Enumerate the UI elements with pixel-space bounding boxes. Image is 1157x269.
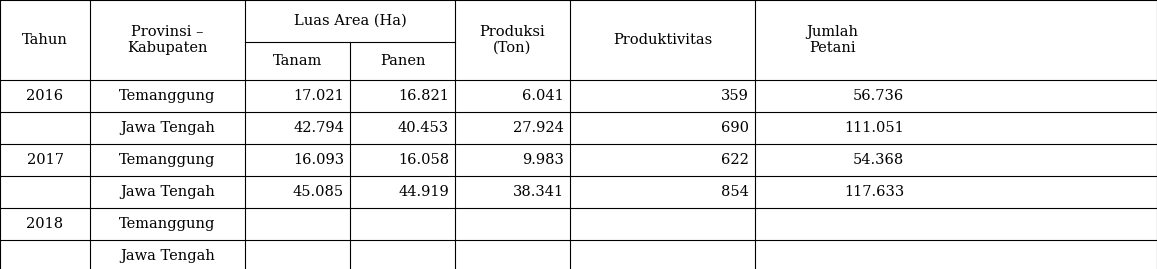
Text: Temanggung: Temanggung (119, 89, 215, 103)
Text: 9.983: 9.983 (522, 153, 563, 167)
Text: 6.041: 6.041 (522, 89, 563, 103)
Text: Jumlah
Petani: Jumlah Petani (806, 25, 858, 55)
Text: Temanggung: Temanggung (119, 153, 215, 167)
Text: 17.021: 17.021 (293, 89, 344, 103)
Text: 45.085: 45.085 (293, 185, 344, 199)
Text: 16.093: 16.093 (293, 153, 344, 167)
Text: Luas Area (Ha): Luas Area (Ha) (294, 14, 406, 28)
Text: Produktivitas: Produktivitas (613, 33, 712, 47)
Text: 854: 854 (721, 185, 749, 199)
Text: 54.368: 54.368 (853, 153, 904, 167)
Text: Jawa Tengah: Jawa Tengah (120, 121, 215, 135)
Text: Panen: Panen (379, 54, 426, 68)
Text: 2016: 2016 (27, 89, 64, 103)
Text: 27.924: 27.924 (513, 121, 563, 135)
Text: 111.051: 111.051 (845, 121, 904, 135)
Text: 44.919: 44.919 (398, 185, 449, 199)
Text: 2018: 2018 (27, 217, 64, 231)
Text: Provinsi –
Kabupaten: Provinsi – Kabupaten (127, 25, 208, 55)
Text: Tanam: Tanam (273, 54, 322, 68)
Text: 40.453: 40.453 (398, 121, 449, 135)
Text: Jawa Tengah: Jawa Tengah (120, 185, 215, 199)
Text: 38.341: 38.341 (513, 185, 563, 199)
Text: 56.736: 56.736 (853, 89, 904, 103)
Text: 690: 690 (721, 121, 749, 135)
Text: Produksi
(Ton): Produksi (Ton) (480, 25, 545, 55)
Text: Jawa Tengah: Jawa Tengah (120, 249, 215, 263)
Text: 117.633: 117.633 (843, 185, 904, 199)
Text: Temanggung: Temanggung (119, 217, 215, 231)
Text: 622: 622 (721, 153, 749, 167)
Text: 359: 359 (721, 89, 749, 103)
Text: 2017: 2017 (27, 153, 64, 167)
Text: 42.794: 42.794 (293, 121, 344, 135)
Text: 16.821: 16.821 (398, 89, 449, 103)
Text: 16.058: 16.058 (398, 153, 449, 167)
Text: Tahun: Tahun (22, 33, 68, 47)
